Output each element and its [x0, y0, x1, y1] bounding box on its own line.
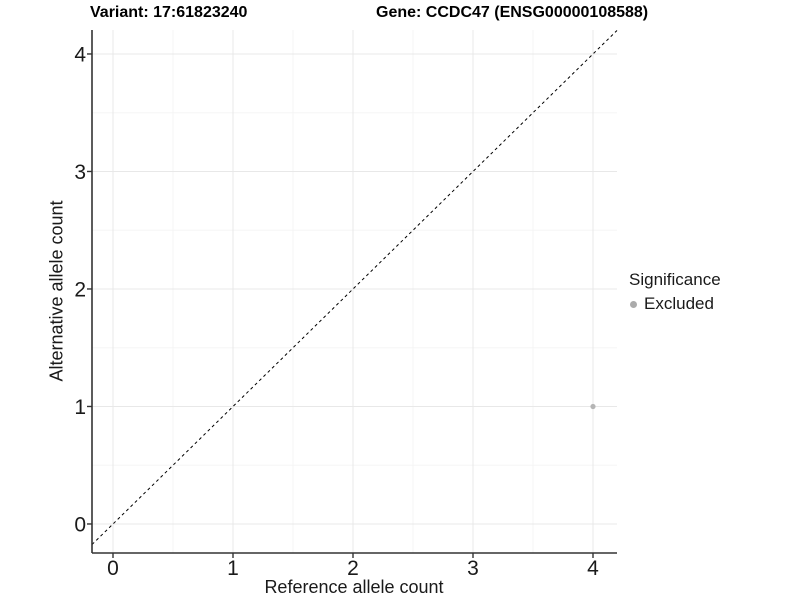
y-tick-label: 3	[74, 161, 86, 184]
plot-title-gene: Gene: CCDC47 (ENSG00000108588)	[376, 4, 649, 21]
x-tick-label: 0	[107, 557, 119, 580]
x-tick-label: 3	[467, 557, 479, 580]
y-axis-title: Alternative allele count	[46, 200, 67, 382]
y-tick-label: 4	[74, 43, 86, 66]
x-axis-title: Reference allele count	[264, 577, 444, 597]
y-tick-label: 0	[74, 513, 86, 536]
legend-title: Significance	[629, 270, 721, 289]
legend-entry-label: Excluded	[644, 294, 714, 313]
excluded-point-icon	[630, 300, 637, 308]
identity-line	[91, 30, 618, 545]
y-tick-label: 1	[74, 396, 86, 419]
legend: Significance Excluded	[629, 270, 721, 314]
panel-background	[92, 30, 617, 553]
x-tick-label: 4	[587, 557, 599, 580]
x-tick-label: 1	[227, 557, 239, 580]
x-tick-label: 2	[347, 557, 359, 580]
data-point	[590, 403, 596, 410]
y-tick-label: 2	[74, 278, 86, 301]
plot-title-variant: Variant: 17:61823240	[90, 4, 248, 21]
legend-entry-excluded: Excluded	[630, 294, 721, 314]
